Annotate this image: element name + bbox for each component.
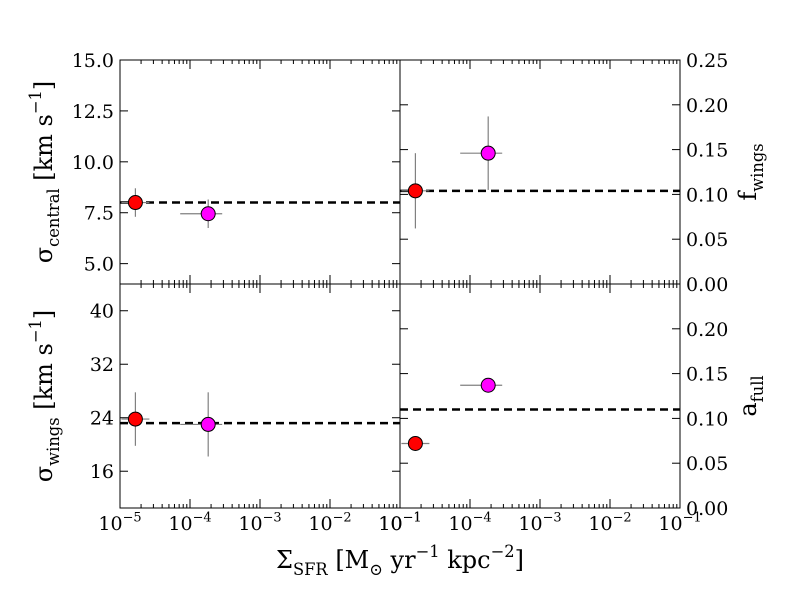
x-tick-label-left: 10−3	[238, 510, 281, 535]
panel-f_wings-point-0	[407, 183, 423, 199]
panels-layer	[119, 59, 681, 509]
panel-f_wings-frame	[399, 59, 681, 285]
panel-a_full-ytick-label: 0.10	[686, 408, 728, 430]
panel-sigma_wings-ylabel: σwings [km s−1]	[26, 310, 63, 482]
panel-sigma_central-point-1	[200, 206, 216, 222]
panel-sigma_central-ylabel: σcentral [km s−1]	[26, 81, 63, 264]
panel-f_wings-ytick-label: 0.05	[686, 229, 728, 251]
x-tick-label-right: 10−4	[448, 510, 491, 535]
panel-sigma_wings-ytick-label: 24	[90, 408, 114, 430]
x-tick-label-right: 10−3	[518, 510, 561, 535]
panel-a_full-frame	[399, 283, 681, 509]
panel-sigma_central-ytick-label: 7.5	[84, 203, 114, 225]
panel-sigma_central-frame	[119, 59, 401, 285]
panel-sigma_central-ytick-label: 15.0	[72, 50, 114, 72]
x-tick-label-left: 10−1	[378, 510, 421, 535]
x-tick-label-left: 10−5	[98, 510, 141, 535]
panel-f_wings-ytick-label: 0.10	[686, 184, 728, 206]
panel-f_wings-ylabel: fwings	[734, 143, 767, 200]
panel-sigma_central-ytick-label: 5.0	[84, 254, 114, 276]
panel-a_full-ytick-label: 0.05	[686, 453, 728, 475]
panel-f_wings-ytick-label: 0.15	[686, 140, 728, 162]
x-tick-label-left: 10−4	[168, 510, 211, 535]
panel-sigma_wings-ytick-label: 16	[90, 461, 114, 483]
panel-sigma_wings-ytick-label: 32	[90, 354, 114, 376]
panel-sigma_central-ytick-label: 12.5	[72, 101, 114, 123]
panel-a_full-ylabel: afull	[734, 375, 767, 416]
panel-sigma_wings-point-1	[200, 416, 216, 432]
panel-f_wings-ytick-label: 0.20	[686, 95, 728, 117]
panel-sigma_wings-frame	[119, 283, 401, 509]
x-tick-label-right: 10−2	[588, 510, 631, 535]
panel-sigma_wings	[119, 283, 401, 509]
panel-a_full	[399, 283, 681, 509]
panel-f_wings-ytick-label: 0.25	[686, 50, 728, 72]
labels-layer: 5.0 7.5 10.0 12.5 15.0 σcentral [km s−1] 0.00 0…	[26, 50, 767, 579]
x-tick-label-right: 10−1	[378, 510, 421, 535]
panel-a_full-point-0	[407, 435, 423, 451]
x-tick-label-left: 10−2	[308, 510, 351, 535]
panel-f_wings-ytick-label: 0.00	[686, 274, 728, 296]
panel-sigma_central-point-0	[127, 195, 143, 211]
x-axis-label: ΣSFR [M⊙ yr−1 kpc−2]	[276, 542, 524, 579]
panel-f_wings	[399, 59, 681, 285]
panel-sigma_wings-point-0	[127, 411, 143, 427]
panel-sigma_central-ytick-label: 10.0	[72, 152, 114, 174]
panel-a_full-ytick-label: 0.20	[686, 319, 728, 341]
panel-f_wings-point-1	[480, 145, 496, 161]
panel-a_full-point-1	[480, 377, 496, 393]
x-tick-label-right: 10−1	[658, 510, 701, 535]
panel-sigma_central	[119, 59, 401, 285]
panel-a_full-ytick-label: 0.00	[686, 498, 728, 520]
panel-sigma_wings-ytick-label: 40	[90, 301, 114, 323]
panel-a_full-ytick-label: 0.15	[686, 364, 728, 386]
